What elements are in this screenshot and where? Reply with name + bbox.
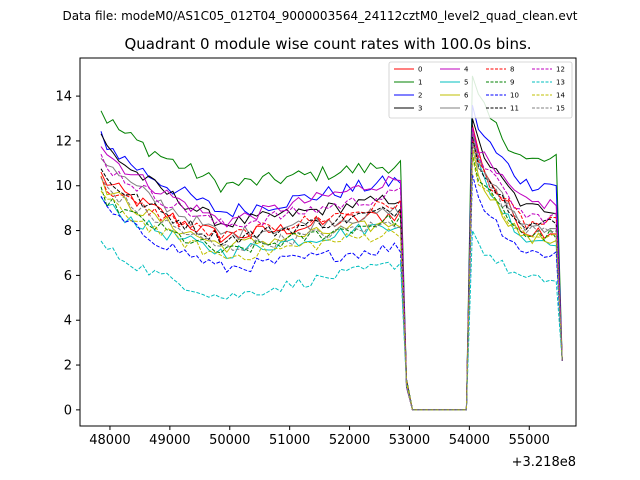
x-tick-label: 54000 xyxy=(449,433,490,448)
x-tick-label: 52000 xyxy=(329,433,370,448)
legend-label: 4 xyxy=(464,66,469,74)
series-3-line xyxy=(100,118,563,411)
y-tick-label: 8 xyxy=(64,224,72,239)
series-12-line xyxy=(100,127,563,411)
plot-frame xyxy=(79,57,577,427)
legend-label: 2 xyxy=(418,92,422,100)
chart-title: Quadrant 0 module wise count rates with … xyxy=(124,35,531,53)
x-tick-label: 55000 xyxy=(509,433,550,448)
y-tick-label: 0 xyxy=(64,403,72,418)
legend-label: 15 xyxy=(556,105,565,113)
x-tick-label: 48000 xyxy=(89,433,130,448)
y-tick-label: 12 xyxy=(55,134,72,149)
x-tick-label: 49000 xyxy=(149,433,190,448)
legend-label: 8 xyxy=(510,66,514,74)
series-15-line xyxy=(100,143,563,411)
legend-label: 10 xyxy=(510,92,519,100)
y-tick-label: 2 xyxy=(64,359,72,374)
series-layer xyxy=(100,75,563,411)
series-4-line xyxy=(100,127,563,411)
legend-label: 9 xyxy=(510,79,514,87)
plot-area xyxy=(80,58,576,426)
series-14-line xyxy=(100,156,563,411)
y-tick-label: 6 xyxy=(64,269,72,284)
y-tick-label: 10 xyxy=(55,179,72,194)
x-tick-label: 53000 xyxy=(389,433,430,448)
series-9-line xyxy=(100,154,563,411)
legend-label: 3 xyxy=(418,105,422,113)
legend-frame xyxy=(388,61,573,119)
legend-label: 14 xyxy=(556,92,565,100)
series-8-line xyxy=(100,138,563,411)
y-tick-label: 14 xyxy=(55,90,72,105)
legend-label: 5 xyxy=(464,79,468,87)
series-10-line xyxy=(100,174,563,411)
legend-label: 11 xyxy=(510,105,519,113)
y-tick-label: 4 xyxy=(64,314,72,329)
legend-label: 6 xyxy=(464,92,469,100)
x-tick-label: 51000 xyxy=(269,433,310,448)
legend-label: 1 xyxy=(418,79,422,87)
series-2-line xyxy=(100,104,563,411)
series-11-line xyxy=(100,136,563,411)
legend-label: 7 xyxy=(464,105,468,113)
series-5-line xyxy=(100,138,563,411)
x-offset-label: +3.218e8 xyxy=(512,455,576,470)
legend-label: 13 xyxy=(556,79,565,87)
ticks-layer: 48000 49000 50000 51000 52000 53000 54000 55000… xyxy=(55,90,550,448)
series-7-line xyxy=(100,131,563,411)
series-13-line xyxy=(100,230,563,411)
legend-label: 0 xyxy=(418,66,422,74)
x-tick-label: 50000 xyxy=(209,433,250,448)
legend-label: 12 xyxy=(556,66,565,74)
data-file-label: Data file: modeM0/AS1C05_012T04_90000035… xyxy=(62,9,577,23)
